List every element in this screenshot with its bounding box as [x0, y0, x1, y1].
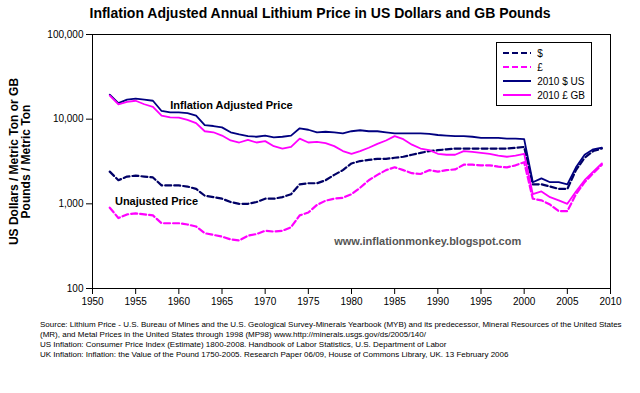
svg-text:1975: 1975 [297, 296, 320, 307]
html-text:US Inflation: Consumer Price I: US Inflation: Consumer Price Index (Esti… [40, 340, 447, 349]
svg-text:www.inflationmonkey.blogspot.c: www.inflationmonkey.blogspot.com [333, 235, 521, 247]
svg-text:1955: 1955 [125, 296, 148, 307]
svg-text:1950: 1950 [81, 296, 104, 307]
svg-text:1970: 1970 [254, 296, 277, 307]
html-text:Inflation Adjusted Annual Lith: Inflation Adjusted Annual Lithium Price … [89, 5, 551, 21]
svg-text:10,000: 10,000 [53, 113, 84, 124]
html-text:2010 £ GB: 2010 £ GB [537, 89, 585, 101]
svg-text:Inflation Adjusted Price: Inflation Adjusted Price [170, 99, 292, 111]
html-text:2010 $ US: 2010 $ US [537, 75, 585, 87]
svg-text:1985: 1985 [384, 296, 407, 307]
svg-text:Unajusted Price: Unajusted Price [115, 195, 198, 207]
svg-text:1990: 1990 [427, 296, 450, 307]
svg-text:2005: 2005 [556, 296, 579, 307]
svg-text:1,000: 1,000 [58, 198, 83, 209]
svg-text:1980: 1980 [340, 296, 363, 307]
svg-text:1965: 1965 [211, 296, 234, 307]
svg-text:2010: 2010 [599, 296, 622, 307]
svg-text:US Dollars / Metric Ton or GBP: US Dollars / Metric Ton or GBPounds / Me… [7, 78, 33, 245]
svg-text:1960: 1960 [168, 296, 191, 307]
html-text:UK Inflation: Inflation: the V: UK Inflation: Inflation: the Value of th… [40, 350, 509, 359]
html-text:Source: Lithium Price - U.S. B: Source: Lithium Price - U.S. Bureau of M… [40, 320, 622, 339]
svg-text:1995: 1995 [470, 296, 493, 307]
svg-text:100: 100 [67, 283, 84, 294]
svg-text:100,000: 100,000 [47, 29, 84, 40]
svg-text:2000: 2000 [513, 296, 536, 307]
